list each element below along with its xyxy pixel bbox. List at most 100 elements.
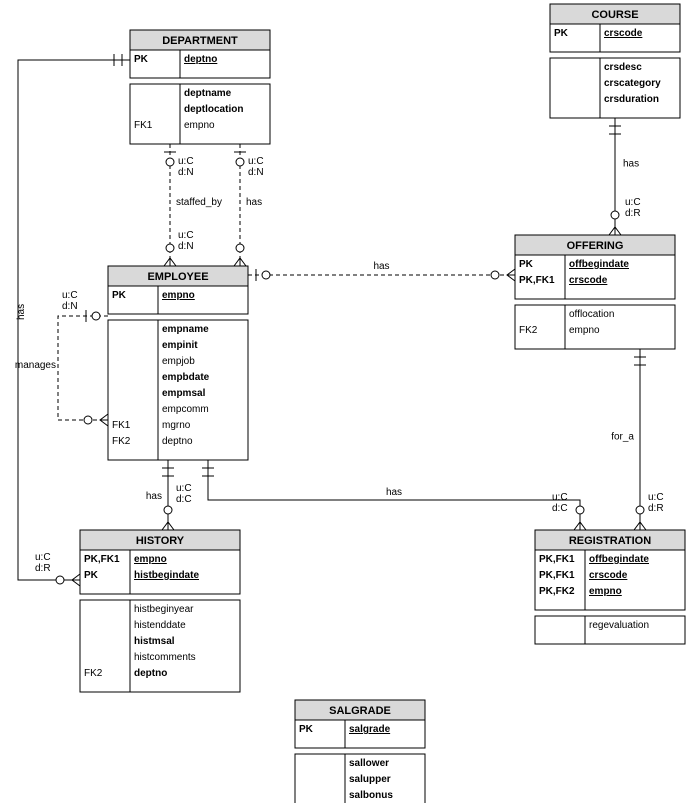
- edge-cardinality: d:N: [178, 167, 194, 178]
- attr: empname: [162, 324, 209, 335]
- fk-key: FK2: [519, 325, 538, 336]
- pk-attr: empno: [134, 554, 167, 565]
- pk-key: PK: [519, 259, 534, 270]
- pk-key: PK: [112, 290, 127, 301]
- edge-cardinality: d:R: [35, 563, 51, 574]
- entity-title: OFFERING: [567, 240, 624, 252]
- edge-cardinality: u:C: [178, 156, 194, 167]
- pk-attr: empno: [589, 586, 622, 597]
- entity-title: REGISTRATION: [569, 535, 651, 547]
- entity-title: COURSE: [591, 9, 638, 21]
- attr: deptname: [184, 88, 232, 99]
- entity-employee: EMPLOYEE PK empno empname empinit empjob empbd…: [108, 266, 248, 460]
- attr: histenddate: [134, 620, 186, 631]
- attr: mgrno: [162, 420, 191, 431]
- pk-key: PK,FK1: [84, 554, 120, 565]
- edge-cardinality: d:R: [648, 503, 664, 514]
- attr: crsdesc: [604, 62, 642, 73]
- edge-emp-has-offering: has: [248, 261, 515, 281]
- pk-attr: deptno: [184, 54, 217, 65]
- attr: regevaluation: [589, 620, 649, 631]
- edge-cardinality: d:N: [62, 301, 78, 312]
- entity-history: HISTORY PK,FK1 empno PK histbegindate histbeg…: [80, 530, 240, 692]
- edge-cardinality: u:C: [552, 492, 568, 503]
- edge-cardinality: u:C: [648, 492, 664, 503]
- edge-label: for_a: [611, 432, 634, 443]
- pk-attr: crscode: [604, 28, 643, 39]
- attr: crscategory: [604, 78, 661, 89]
- entity-title: SALGRADE: [329, 705, 391, 717]
- attr: empbdate: [162, 372, 210, 383]
- edge-cardinality: u:C: [176, 483, 192, 494]
- edge-cardinality: d:R: [625, 208, 641, 219]
- edge-cardinality: u:C: [62, 290, 78, 301]
- pk-attr: offbegindate: [569, 259, 629, 270]
- entity-department: DEPARTMENT PK deptno deptname deptlocation FK…: [130, 30, 270, 144]
- attr: salupper: [349, 774, 391, 785]
- fk-key: FK2: [112, 436, 131, 447]
- edge-cardinality: u:C: [35, 552, 51, 563]
- edge-label: staffed_by: [176, 197, 222, 208]
- pk-attr: histbegindate: [134, 570, 199, 581]
- edge-cardinality: u:C: [178, 230, 194, 241]
- fk-key: FK1: [112, 420, 131, 431]
- edge-label: has: [373, 261, 389, 272]
- edge-label: has: [146, 491, 162, 502]
- pk-key: PK: [134, 54, 149, 65]
- edge-manages: manages u:Cd:N: [15, 290, 108, 426]
- fk-key: FK1: [134, 120, 153, 131]
- edge-cardinality: d:N: [248, 167, 264, 178]
- edge-emp-has-history: has u:Cd:C: [146, 460, 192, 530]
- entity-title: DEPARTMENT: [162, 35, 238, 47]
- attr: deptno: [162, 436, 193, 447]
- edge-cardinality: u:C: [248, 156, 264, 167]
- entity-title: HISTORY: [136, 535, 185, 547]
- entity-registration: REGISTRATION PK,FK1 offbegindate PK,FK1 crsc…: [535, 530, 685, 644]
- edge-cardinality: d:C: [176, 494, 192, 505]
- pk-attr: crscode: [589, 570, 628, 581]
- pk-key: PK,FK1: [519, 275, 555, 286]
- edge-label: has: [623, 159, 639, 170]
- attr: crsduration: [604, 94, 659, 105]
- attr: offlocation: [569, 309, 614, 320]
- edge-label: has: [16, 304, 27, 320]
- pk-attr: empno: [162, 290, 195, 301]
- edge-dept-has-emp: has u:Cd:N: [234, 144, 264, 266]
- pk-key: PK,FK1: [539, 554, 575, 565]
- edge-cardinality: d:N: [178, 241, 194, 252]
- pk-key: PK: [554, 28, 569, 39]
- attr: empno: [569, 325, 600, 336]
- attr: histmsal: [134, 636, 175, 647]
- attr: sallower: [349, 758, 389, 769]
- attr: empmsal: [162, 388, 206, 399]
- attr: empno: [184, 120, 215, 131]
- fk-key: FK2: [84, 668, 103, 679]
- attr: histcomments: [134, 652, 196, 663]
- entity-salgrade: SALGRADEPKsalgradesallowersaluppersalbon…: [295, 700, 425, 803]
- edge-cardinality: u:C: [625, 197, 641, 208]
- edge-course-has-offering: has u:Cd:R: [609, 118, 641, 235]
- pk-attr: crscode: [569, 275, 608, 286]
- edge-emp-has-registration: has u:Cd:C: [202, 460, 586, 530]
- edge-staffed-by: staffed_byu:Cd:Nu:Cd:N: [164, 144, 222, 266]
- pk-key: PK,FK2: [539, 586, 575, 597]
- edge-label: has: [386, 487, 402, 498]
- edge-cardinality: d:C: [552, 503, 568, 514]
- er-diagram: staffed_byu:Cd:Nu:Cd:Nhasu:Cd:Nmanagesu:…: [0, 0, 690, 803]
- entity-title: EMPLOYEE: [147, 271, 208, 283]
- attr: histbeginyear: [134, 604, 194, 615]
- attr: deptlocation: [184, 104, 243, 115]
- edge-label: manages: [15, 360, 56, 371]
- entity-course: COURSE PK crscode crsdesc crscategory crsdura…: [550, 4, 680, 118]
- attr: empjob: [162, 356, 195, 367]
- pk-attr: offbegindate: [589, 554, 649, 565]
- pk-key: PK,FK1: [539, 570, 575, 581]
- pk-key: PK: [299, 724, 314, 735]
- pk-key: PK: [84, 570, 99, 581]
- entity-offering: OFFERING PK offbegindate PK,FK1 crscode offlo…: [515, 235, 675, 349]
- edge-label: has: [246, 197, 262, 208]
- pk-attr: salgrade: [349, 724, 391, 735]
- edge-offering-for-registration: for_a u:Cd:R: [611, 349, 663, 530]
- attr: empinit: [162, 340, 198, 351]
- attr: empcomm: [162, 404, 209, 415]
